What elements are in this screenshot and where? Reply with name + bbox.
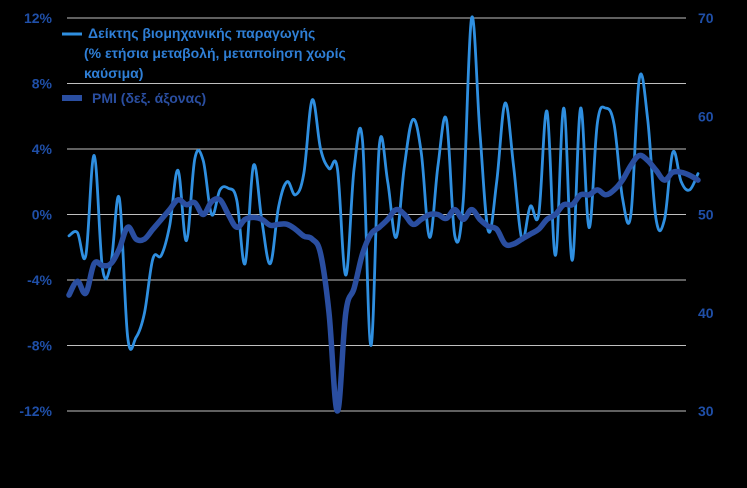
- left-axis-tick-label: -4%: [27, 272, 52, 288]
- left-axis-tick-label: 4%: [32, 141, 53, 157]
- legend: Δείκτης βιομηχανικής παραγωγής (% ετήσια …: [62, 25, 346, 106]
- right-axis-tick-labels: 70 60 50 40 30: [698, 10, 714, 419]
- legend-label-industrial-production: καύσιμα): [84, 65, 143, 81]
- left-axis-tick-label: -8%: [27, 338, 52, 354]
- right-axis-tick-label: 40: [698, 305, 714, 321]
- left-axis-tick-labels: 12% 8% 4% 0% -4% -8% -12%: [19, 10, 52, 419]
- left-axis-tick-label: 8%: [32, 76, 53, 92]
- left-axis-tick-label: 12%: [24, 10, 53, 26]
- pmi-series-line: [66, 152, 701, 414]
- right-axis-tick-label: 50: [698, 207, 714, 223]
- right-axis-tick-label: 60: [698, 108, 714, 124]
- legend-label-industrial-production: (% ετήσια μεταβολή, μεταποίηση χωρίς: [84, 45, 346, 61]
- right-axis-tick-label: 30: [698, 403, 714, 419]
- series-layer: [66, 15, 701, 414]
- legend-label-industrial-production: Δείκτης βιομηχανικής παραγωγής: [88, 25, 315, 41]
- left-axis-tick-label: -12%: [19, 403, 52, 419]
- right-axis-tick-label: 70: [698, 10, 714, 26]
- legend-label-pmi: PMI (δεξ. άξονας): [92, 90, 206, 106]
- industrial-production-series-line: [67, 15, 700, 351]
- left-axis-tick-label: 0%: [32, 207, 53, 223]
